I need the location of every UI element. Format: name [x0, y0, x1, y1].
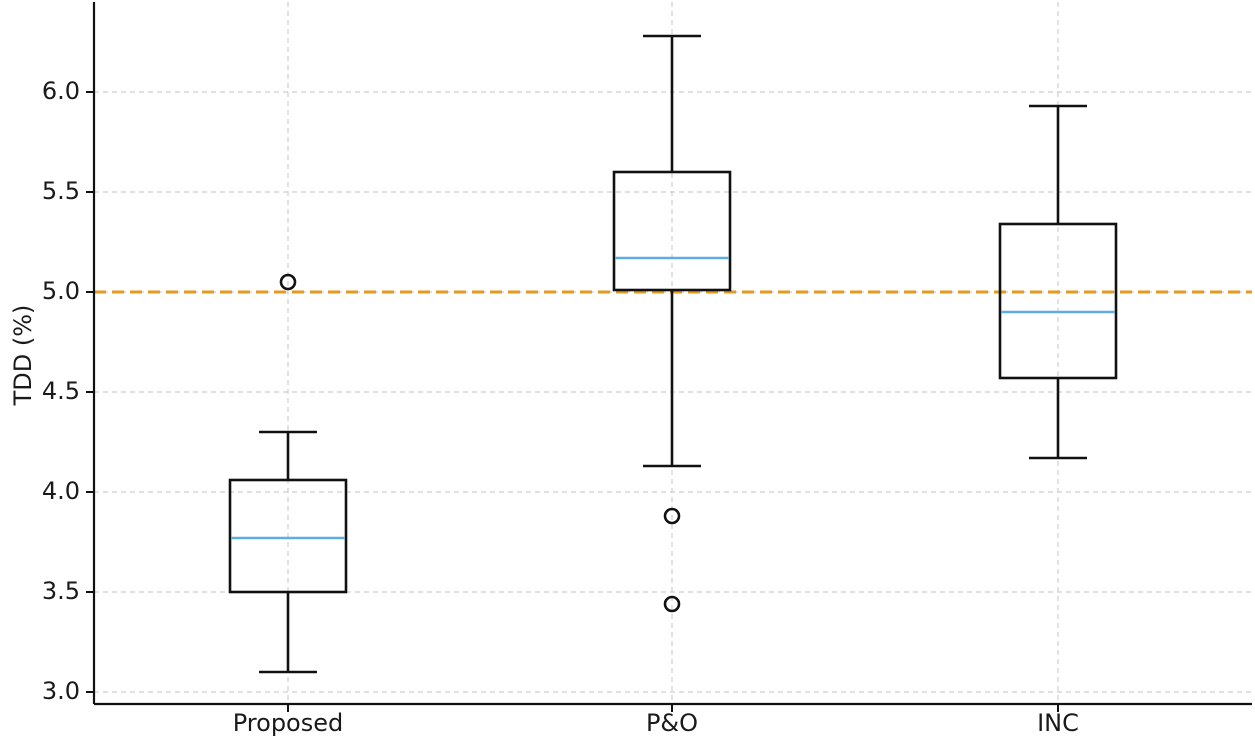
axis-layer: 3.0 3.5 4.0 4.5 5.0 5.5 6.0 Proposed P&O INC — [42, 2, 1252, 737]
y-tick-label: 3.5 — [42, 577, 80, 605]
box-3 — [998, 104, 1118, 460]
y-tick-label: 4.5 — [42, 377, 80, 405]
y-tick-label: 5.5 — [42, 177, 80, 205]
y-tick-label: 4.0 — [42, 477, 80, 505]
iqr-box — [612, 170, 732, 292]
y-tick-label: 3.0 — [42, 677, 80, 705]
box-1 — [228, 273, 348, 674]
box-2 — [612, 34, 732, 613]
outlier-point — [663, 507, 681, 525]
y-axis-label: TDD (%) — [9, 305, 37, 407]
box-layer — [228, 34, 1118, 674]
x-tick-label: Proposed — [233, 709, 344, 737]
iqr-box — [228, 478, 348, 594]
outlier-point — [279, 273, 297, 291]
x-tick-label: INC — [1037, 709, 1079, 737]
outlier-point — [663, 595, 681, 613]
iqr-box — [998, 222, 1118, 380]
y-tick-label: 6.0 — [42, 77, 80, 105]
x-tick-label: P&O — [646, 709, 698, 737]
y-tick-label: 5.0 — [42, 277, 80, 305]
